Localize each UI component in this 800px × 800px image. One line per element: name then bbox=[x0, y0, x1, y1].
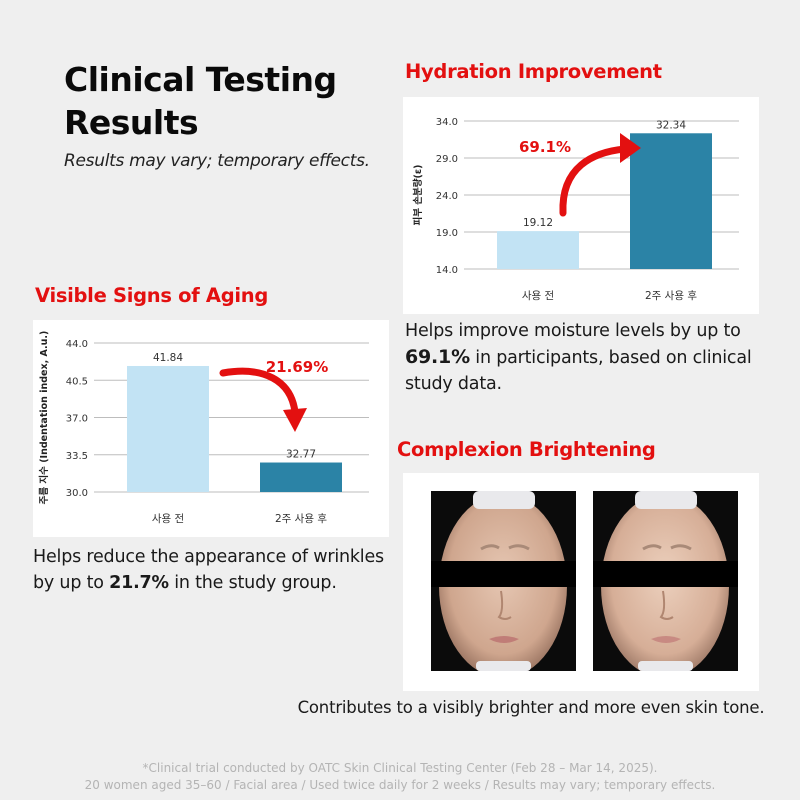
decrease-arrow bbox=[223, 371, 295, 412]
aging-description: Helps reduce the appearance of wrinkles … bbox=[33, 544, 393, 596]
y-axis-label: 주름 지수 (Indentation index, A.u.) bbox=[38, 331, 50, 505]
bar-value-label: 32.34 bbox=[656, 119, 686, 131]
y-tick-label: 44.0 bbox=[66, 339, 88, 350]
aging-desc-after: in the study group. bbox=[169, 573, 337, 593]
hydration-description: Helps improve moisture levels by up to 6… bbox=[405, 318, 775, 397]
page-title: Clinical Testing Results bbox=[64, 58, 394, 144]
y-tick-label: 19.0 bbox=[436, 228, 458, 239]
after-face-photo bbox=[593, 491, 738, 671]
hydration-desc-before: Helps improve moisture levels by up to bbox=[405, 321, 741, 341]
brightening-heading: Complexion Brightening bbox=[397, 438, 656, 461]
increase-label: 69.1% bbox=[519, 138, 571, 156]
hydration-desc-highlight: 69.1% bbox=[405, 346, 470, 368]
y-axis-label: 피부 손분량(ε) bbox=[412, 165, 424, 226]
footnote-line-2: 20 women aged 35–60 / Facial area / Used… bbox=[0, 777, 800, 794]
y-tick-label: 34.0 bbox=[436, 117, 458, 128]
x-category-label: 2주 사용 후 bbox=[275, 513, 327, 525]
brightening-photo-panel bbox=[403, 473, 759, 691]
bar-value-label: 41.84 bbox=[153, 352, 183, 364]
aging-chart-panel: 30.0 33.5 37.0 40.5 44.0 주름 지수 (Indentation i… bbox=[33, 320, 389, 537]
bar-before bbox=[497, 231, 579, 269]
hydration-chart: 14.0 19.0 24.0 29.0 34.0 피부 손분량(ε) 19.12 사용 전 32… bbox=[403, 97, 759, 314]
x-category-label: 사용 전 bbox=[152, 513, 184, 525]
footnote: *Clinical trial conducted by OATC Skin C… bbox=[0, 760, 800, 794]
x-category-label: 2주 사용 후 bbox=[645, 290, 697, 302]
bar-value-label: 19.12 bbox=[523, 217, 553, 229]
aging-chart: 30.0 33.5 37.0 40.5 44.0 주름 지수 (Indentation i… bbox=[33, 320, 389, 537]
y-tick-label: 37.0 bbox=[66, 414, 88, 425]
footnote-line-1: *Clinical trial conducted by OATC Skin C… bbox=[0, 760, 800, 777]
bar-before bbox=[127, 366, 209, 492]
y-tick-label: 29.0 bbox=[436, 154, 458, 165]
aging-heading: Visible Signs of Aging bbox=[35, 284, 268, 307]
x-category-label: 사용 전 bbox=[522, 290, 554, 302]
decrease-label: 21.69% bbox=[266, 358, 328, 376]
y-tick-label: 33.5 bbox=[66, 451, 88, 462]
brightening-description: Contributes to a visibly brighter and mo… bbox=[0, 695, 800, 721]
bar-after bbox=[260, 463, 342, 492]
page-subtitle: Results may vary; temporary effects. bbox=[64, 151, 370, 171]
y-tick-label: 14.0 bbox=[436, 265, 458, 276]
aging-desc-highlight: 21.7% bbox=[109, 573, 169, 593]
increase-arrow bbox=[563, 149, 625, 213]
bar-after bbox=[630, 133, 712, 269]
hydration-chart-panel: 14.0 19.0 24.0 29.0 34.0 피부 손분량(ε) 19.12 사용 전 32… bbox=[403, 97, 759, 314]
hydration-heading: Hydration Improvement bbox=[405, 60, 662, 83]
decrease-arrowhead bbox=[283, 408, 307, 432]
bar-value-label: 32.77 bbox=[286, 449, 316, 461]
y-tick-label: 40.5 bbox=[66, 376, 88, 387]
y-tick-label: 24.0 bbox=[436, 191, 458, 202]
y-tick-label: 30.0 bbox=[66, 488, 88, 499]
before-face-photo bbox=[431, 491, 576, 671]
